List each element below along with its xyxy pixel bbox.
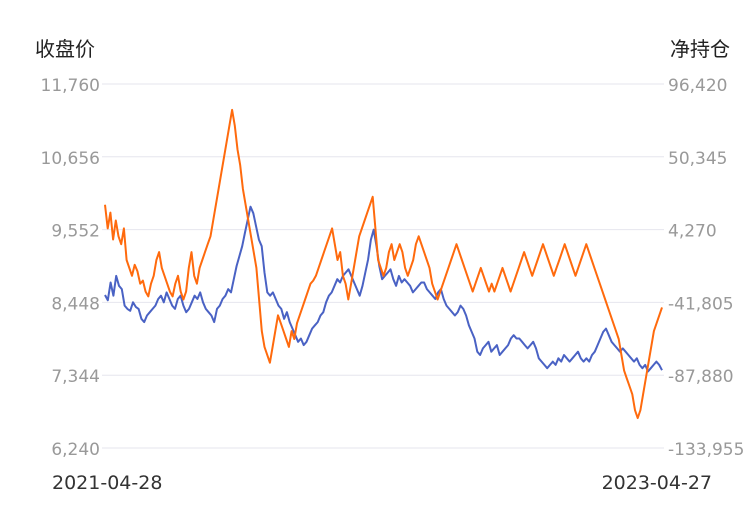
x-end-label: 2023-04-27 [602, 472, 712, 494]
left-tick-label: 7,344 [51, 367, 100, 387]
right-tick-label: 50,345 [668, 149, 727, 169]
right-tick-label: -41,805 [668, 294, 734, 314]
net-position-line [104, 108, 663, 420]
series-layer [104, 108, 663, 420]
left-tick-label: 8,448 [51, 294, 100, 314]
left-tick-label: 11,760 [41, 76, 100, 96]
right-tick-label: -87,880 [668, 367, 734, 387]
x-start-label: 2021-04-28 [52, 472, 162, 494]
tick-layer: 11,760 96,420 10,656 50,345 9,552 4,270 8,448 -… [41, 76, 745, 460]
left-axis-title: 收盘价 [35, 37, 95, 61]
right-axis-title: 净持仓 [670, 37, 730, 61]
grid-layer [102, 83, 664, 449]
left-tick-label: 6,240 [51, 440, 100, 460]
right-tick-label: 96,420 [668, 76, 727, 96]
right-tick-label: 4,270 [668, 222, 717, 242]
left-tick-label: 10,656 [41, 149, 100, 169]
left-tick-label: 9,552 [51, 222, 100, 242]
close-price-line [104, 205, 663, 373]
right-tick-label: -133,955 [668, 440, 744, 460]
